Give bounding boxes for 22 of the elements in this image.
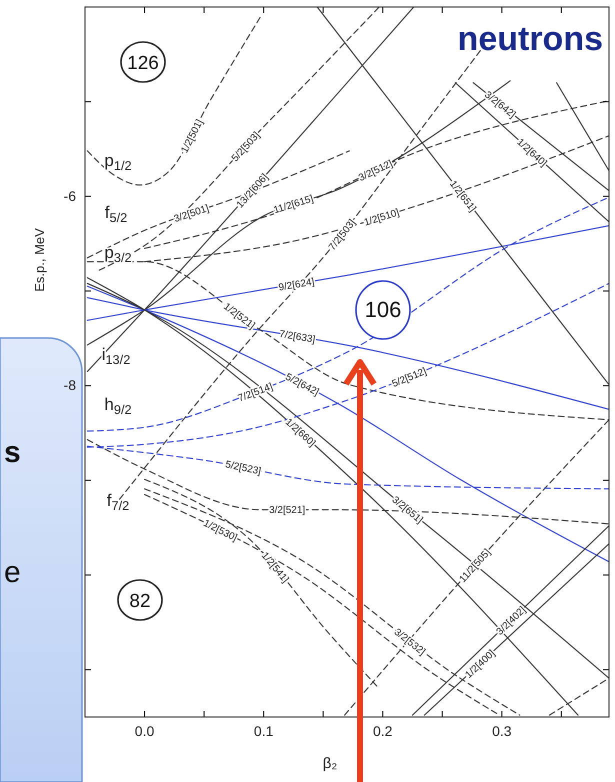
x-tick-label: 0.3 <box>492 722 512 739</box>
annotation: 82 <box>129 591 151 612</box>
annotation: i$_{13/2}$ <box>102 345 130 367</box>
text: s <box>4 436 21 469</box>
y-tick-label: -8 <box>64 377 76 394</box>
annotation: 126 <box>127 53 159 74</box>
text: 5/2[523] <box>224 459 262 478</box>
annotation: h$_{9/2}$ <box>104 395 132 417</box>
y-axis-title: Es.p., MeV <box>32 228 47 292</box>
y-tick-label: -6 <box>64 188 76 204</box>
x-tick-label: 0.0 <box>134 722 154 739</box>
text: 7/2[633] <box>278 328 316 346</box>
annotation: f$_{5/2}$ <box>104 203 128 225</box>
text: e <box>4 556 21 589</box>
annotation: p$_{1/2}$ <box>104 151 132 173</box>
annotation: neutrons <box>458 20 603 58</box>
x-axis-title: β₂ <box>322 755 338 772</box>
text: 9/2[624] <box>278 276 316 294</box>
annotation: 106 <box>364 297 402 322</box>
annotation: f$_{7/2}$ <box>106 491 130 513</box>
x-tick-label: 0.2 <box>372 722 393 739</box>
x-tick-label: 0.1 <box>254 722 274 739</box>
